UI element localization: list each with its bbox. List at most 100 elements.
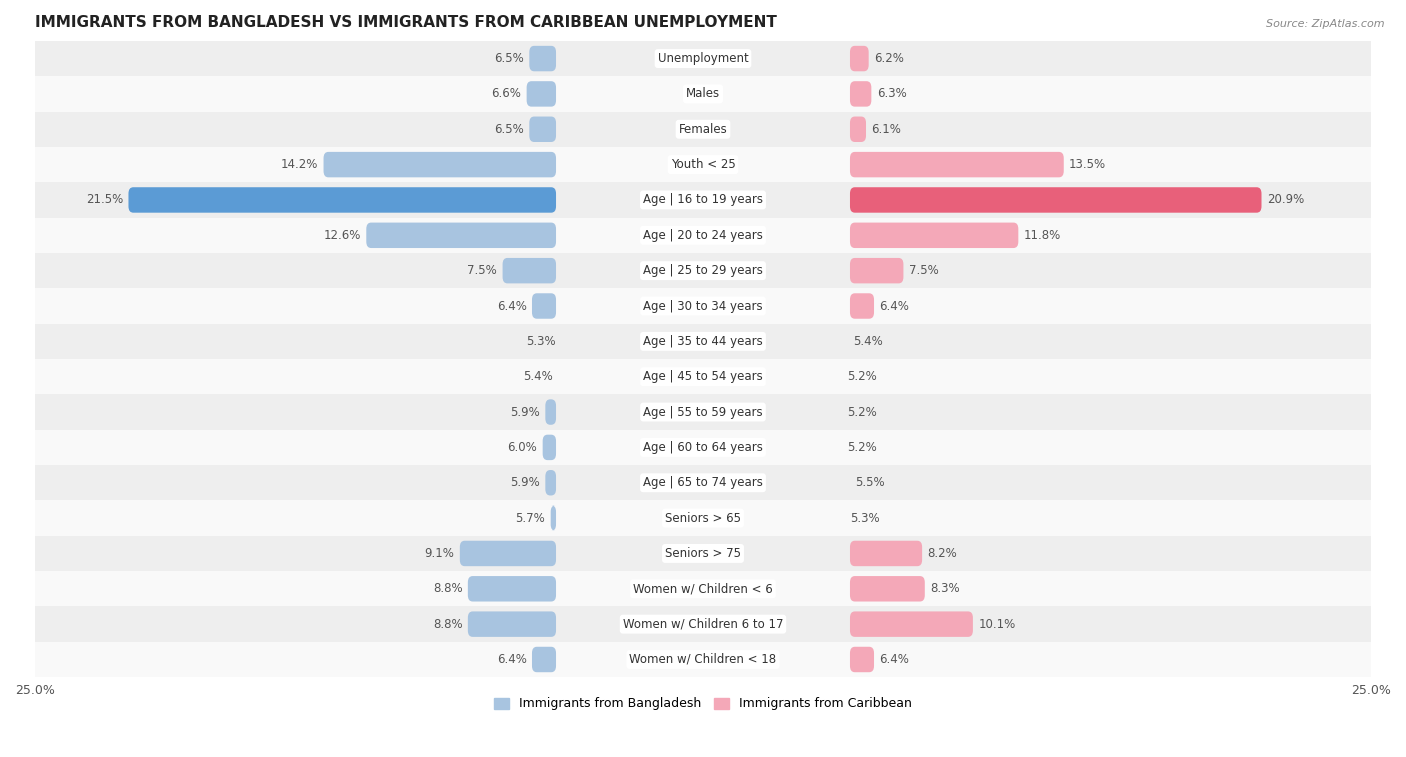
Text: 9.1%: 9.1%: [425, 547, 454, 560]
Bar: [35, 536, 1371, 571]
Text: Females: Females: [679, 123, 727, 136]
Bar: [35, 500, 1371, 536]
FancyBboxPatch shape: [543, 435, 555, 460]
FancyBboxPatch shape: [468, 612, 555, 637]
FancyBboxPatch shape: [851, 293, 875, 319]
Text: 8.3%: 8.3%: [931, 582, 960, 595]
Bar: [35, 288, 1371, 324]
Text: 6.6%: 6.6%: [492, 87, 522, 101]
Text: 6.3%: 6.3%: [877, 87, 907, 101]
Text: 6.0%: 6.0%: [508, 441, 537, 454]
FancyBboxPatch shape: [531, 646, 555, 672]
FancyBboxPatch shape: [367, 223, 555, 248]
FancyBboxPatch shape: [323, 152, 555, 177]
Text: Age | 35 to 44 years: Age | 35 to 44 years: [643, 335, 763, 348]
FancyBboxPatch shape: [502, 258, 555, 283]
Text: 5.3%: 5.3%: [851, 512, 880, 525]
Bar: [35, 359, 1371, 394]
Bar: [35, 394, 1371, 430]
Text: IMMIGRANTS FROM BANGLADESH VS IMMIGRANTS FROM CARIBBEAN UNEMPLOYMENT: IMMIGRANTS FROM BANGLADESH VS IMMIGRANTS…: [35, 15, 776, 30]
Text: Age | 16 to 19 years: Age | 16 to 19 years: [643, 194, 763, 207]
Text: 10.1%: 10.1%: [979, 618, 1015, 631]
FancyBboxPatch shape: [460, 540, 555, 566]
Text: 7.5%: 7.5%: [467, 264, 498, 277]
Bar: [35, 111, 1371, 147]
Text: 6.4%: 6.4%: [879, 300, 910, 313]
Text: 13.5%: 13.5%: [1069, 158, 1107, 171]
Text: 20.9%: 20.9%: [1267, 194, 1305, 207]
Bar: [35, 465, 1371, 500]
Text: Age | 25 to 29 years: Age | 25 to 29 years: [643, 264, 763, 277]
Text: 6.2%: 6.2%: [875, 52, 904, 65]
Bar: [35, 41, 1371, 76]
Bar: [35, 253, 1371, 288]
Text: 6.5%: 6.5%: [495, 52, 524, 65]
Bar: [35, 324, 1371, 359]
Text: Unemployment: Unemployment: [658, 52, 748, 65]
Text: Age | 45 to 54 years: Age | 45 to 54 years: [643, 370, 763, 383]
FancyBboxPatch shape: [546, 400, 555, 425]
Text: Age | 60 to 64 years: Age | 60 to 64 years: [643, 441, 763, 454]
Text: 6.4%: 6.4%: [496, 653, 527, 666]
Text: 5.5%: 5.5%: [855, 476, 884, 489]
FancyBboxPatch shape: [551, 506, 555, 531]
Text: Women w/ Children < 6: Women w/ Children < 6: [633, 582, 773, 595]
Bar: [35, 642, 1371, 678]
Bar: [35, 76, 1371, 111]
FancyBboxPatch shape: [851, 612, 973, 637]
Bar: [35, 182, 1371, 217]
FancyBboxPatch shape: [851, 258, 904, 283]
Bar: [35, 430, 1371, 465]
Text: 8.8%: 8.8%: [433, 582, 463, 595]
FancyBboxPatch shape: [851, 152, 1064, 177]
Bar: [35, 606, 1371, 642]
FancyBboxPatch shape: [529, 117, 555, 142]
Bar: [35, 147, 1371, 182]
Text: 7.5%: 7.5%: [908, 264, 939, 277]
Text: 21.5%: 21.5%: [86, 194, 124, 207]
Text: Age | 30 to 34 years: Age | 30 to 34 years: [643, 300, 763, 313]
Text: 5.2%: 5.2%: [848, 406, 877, 419]
FancyBboxPatch shape: [851, 187, 1261, 213]
FancyBboxPatch shape: [468, 576, 555, 602]
Text: Age | 55 to 59 years: Age | 55 to 59 years: [643, 406, 763, 419]
FancyBboxPatch shape: [851, 117, 866, 142]
Text: 5.3%: 5.3%: [526, 335, 555, 348]
Text: 5.7%: 5.7%: [516, 512, 546, 525]
Text: 5.4%: 5.4%: [852, 335, 883, 348]
Text: 5.2%: 5.2%: [848, 370, 877, 383]
Text: 5.9%: 5.9%: [510, 476, 540, 489]
Text: 5.2%: 5.2%: [848, 441, 877, 454]
Text: 11.8%: 11.8%: [1024, 229, 1062, 241]
FancyBboxPatch shape: [128, 187, 555, 213]
Legend: Immigrants from Bangladesh, Immigrants from Caribbean: Immigrants from Bangladesh, Immigrants f…: [489, 693, 917, 715]
FancyBboxPatch shape: [851, 576, 925, 602]
FancyBboxPatch shape: [851, 223, 1018, 248]
Text: Source: ZipAtlas.com: Source: ZipAtlas.com: [1267, 19, 1385, 29]
Text: 12.6%: 12.6%: [323, 229, 361, 241]
FancyBboxPatch shape: [851, 646, 875, 672]
Text: Age | 65 to 74 years: Age | 65 to 74 years: [643, 476, 763, 489]
Text: 5.4%: 5.4%: [523, 370, 554, 383]
FancyBboxPatch shape: [851, 540, 922, 566]
FancyBboxPatch shape: [851, 81, 872, 107]
Text: 6.1%: 6.1%: [872, 123, 901, 136]
Text: 8.8%: 8.8%: [433, 618, 463, 631]
FancyBboxPatch shape: [529, 46, 555, 71]
Bar: [35, 217, 1371, 253]
FancyBboxPatch shape: [851, 46, 869, 71]
Text: 6.5%: 6.5%: [495, 123, 524, 136]
FancyBboxPatch shape: [531, 293, 555, 319]
Text: 14.2%: 14.2%: [281, 158, 318, 171]
Text: Seniors > 75: Seniors > 75: [665, 547, 741, 560]
Text: 8.2%: 8.2%: [928, 547, 957, 560]
Text: Women w/ Children 6 to 17: Women w/ Children 6 to 17: [623, 618, 783, 631]
Text: 6.4%: 6.4%: [496, 300, 527, 313]
Text: Women w/ Children < 18: Women w/ Children < 18: [630, 653, 776, 666]
Text: 6.4%: 6.4%: [879, 653, 910, 666]
FancyBboxPatch shape: [527, 81, 555, 107]
Text: 5.9%: 5.9%: [510, 406, 540, 419]
Text: Males: Males: [686, 87, 720, 101]
Text: Age | 20 to 24 years: Age | 20 to 24 years: [643, 229, 763, 241]
Text: Youth < 25: Youth < 25: [671, 158, 735, 171]
